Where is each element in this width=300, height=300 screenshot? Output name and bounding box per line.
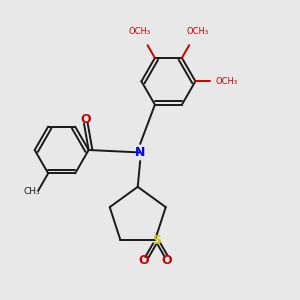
Text: OCH₃: OCH₃ [215,77,237,86]
Text: N: N [135,146,146,159]
Text: CH₃: CH₃ [24,187,40,196]
Text: O: O [80,113,91,126]
Text: O: O [161,254,172,267]
Text: S: S [152,234,161,247]
Text: O: O [138,254,149,267]
Text: OCH₃: OCH₃ [186,27,208,36]
Text: OCH₃: OCH₃ [128,27,151,36]
